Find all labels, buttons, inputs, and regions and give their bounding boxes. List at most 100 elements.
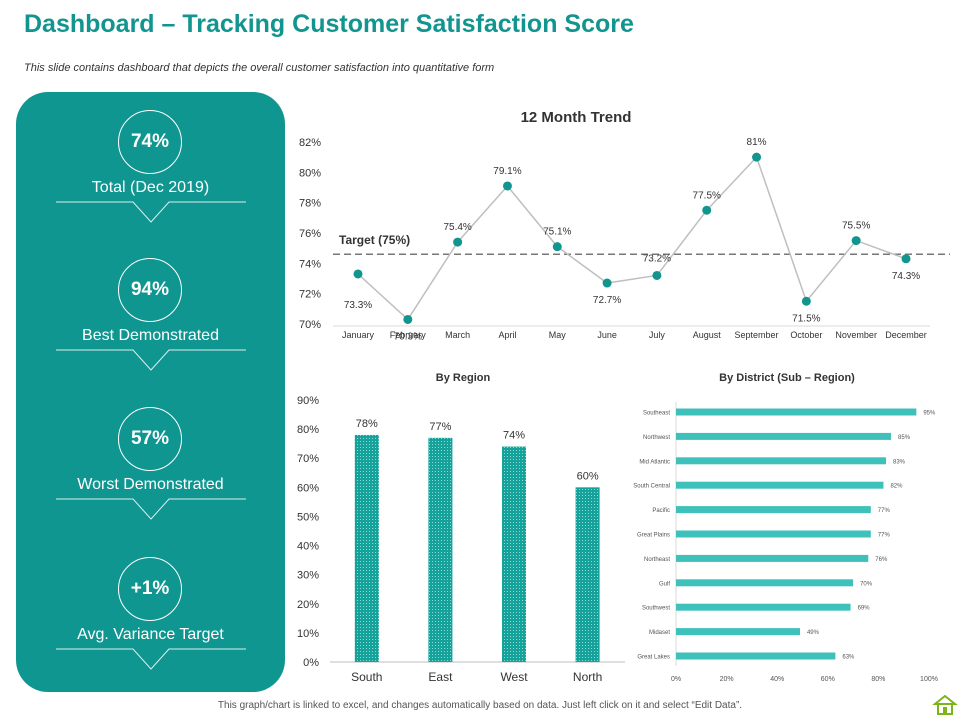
trend-y-tick-label: 74%	[299, 258, 321, 270]
pointer-arrow-icon	[56, 498, 246, 520]
trend-x-tick-label: July	[649, 330, 666, 340]
district-bar	[676, 432, 892, 440]
trend-data-point	[403, 314, 413, 324]
trend-y-tick-label: 78%	[299, 198, 321, 210]
region-x-tick-label: East	[428, 670, 453, 684]
region-data-label: 77%	[429, 421, 451, 433]
district-data-label: 49%	[807, 630, 820, 636]
kpi-value-circle: 74%	[118, 110, 182, 174]
district-data-label: 70%	[860, 581, 873, 587]
district-category-label: Mid Atlantic	[639, 459, 670, 465]
kpi-card-total: 74% Total (Dec 2019)	[16, 92, 285, 242]
trend-x-tick-label: August	[693, 330, 722, 340]
trend-data-point	[453, 237, 463, 247]
district-data-label: 77%	[878, 533, 891, 539]
district-chart-title: By District (Sub – Region)	[719, 372, 855, 384]
region-bar	[575, 487, 600, 662]
trend-series-line	[357, 155, 907, 321]
region-y-tick-label: 50%	[297, 511, 319, 523]
trend-data-label: 73.2%	[643, 253, 671, 264]
trend-x-tick-label: February	[390, 330, 427, 340]
region-x-tick-label: North	[573, 670, 602, 684]
trend-y-tick-label: 72%	[299, 289, 321, 301]
kpi-label: Worst Demonstrated	[77, 476, 224, 493]
trend-x-tick-label: December	[885, 330, 927, 340]
region-y-tick-label: 0%	[303, 657, 319, 669]
trend-y-tick-label: 70%	[299, 319, 321, 331]
page-subtitle: This slide contains dashboard that depic…	[24, 62, 495, 74]
region-y-tick-label: 20%	[297, 599, 319, 611]
kpi-card-variance: +1% Avg. Variance Target	[16, 539, 285, 689]
kpi-card-worst: 57% Worst Demonstrated	[16, 389, 285, 539]
district-x-tick-label: 60%	[821, 676, 835, 683]
district-bar	[676, 408, 917, 416]
district-category-label: Gulf	[659, 581, 670, 587]
home-icon[interactable]	[932, 692, 958, 718]
trend-x-tick-label: September	[735, 330, 779, 340]
region-y-tick-label: 80%	[297, 424, 319, 436]
district-category-label: Northwest	[643, 435, 670, 441]
trend-data-point	[702, 205, 712, 215]
district-data-label: 76%	[875, 557, 888, 563]
trend-x-tick-label: October	[790, 330, 822, 340]
district-bar	[676, 603, 851, 611]
district-bar	[676, 457, 886, 465]
region-y-tick-label: 40%	[297, 541, 319, 553]
charts-canvas: 12 Month Trend 70% 72% 74% 76% 78% 80% 82% Janua…	[297, 109, 950, 684]
district-category-label: Great Lakes	[637, 655, 670, 661]
region-y-tick-label: 70%	[297, 453, 319, 465]
trend-data-label: 77.5%	[693, 190, 721, 201]
trend-data-label: 73.3%	[344, 300, 372, 311]
kpi-label: Best Demonstrated	[82, 327, 219, 344]
trend-y-tick-label: 82%	[299, 137, 321, 149]
district-bar	[676, 579, 854, 587]
region-data-label: 78%	[356, 418, 378, 430]
district-bar	[676, 554, 869, 562]
trend-data-label: 75.4%	[443, 222, 471, 233]
district-x-tick-label: 100%	[920, 676, 938, 683]
region-y-tick-label: 90%	[297, 395, 319, 407]
district-x-tick-label: 20%	[720, 676, 734, 683]
trend-data-label: 75.5%	[842, 221, 870, 232]
district-data-label: 85%	[898, 435, 911, 441]
kpi-card-best: 94% Best Demonstrated	[16, 240, 285, 390]
trend-data-point	[602, 278, 612, 288]
trend-chart-title: 12 Month Trend	[521, 109, 632, 126]
region-x-tick-label: South	[351, 670, 382, 684]
pointer-arrow-icon	[56, 201, 246, 223]
region-x-tick-label: West	[500, 670, 528, 684]
region-bar	[502, 446, 526, 662]
footer-note: This graph/chart is linked to excel, and…	[217, 700, 743, 711]
district-category-label: South Central	[633, 484, 670, 490]
trend-data-label: 70.3%	[394, 331, 422, 342]
trend-data-point	[353, 269, 363, 279]
region-data-label: 60%	[577, 470, 599, 482]
kpi-panel: 74% Total (Dec 2019) 94% Best Demonstrat…	[16, 92, 285, 692]
trend-data-label: 71.5%	[792, 313, 820, 324]
trend-data-point	[552, 242, 562, 252]
trend-data-point	[851, 236, 861, 246]
district-data-label: 63%	[842, 655, 855, 661]
trend-data-point	[801, 296, 811, 306]
region-chart-title: By Region	[436, 372, 491, 384]
district-bar	[676, 530, 871, 538]
district-data-label: 95%	[923, 411, 936, 417]
region-bar	[354, 434, 379, 662]
trend-x-tick-label: November	[835, 330, 877, 340]
district-bar	[676, 481, 884, 489]
region-y-tick-label: 60%	[297, 482, 319, 494]
trend-data-point	[752, 152, 762, 162]
district-bar	[676, 652, 836, 660]
trend-data-point	[901, 254, 911, 264]
trend-data-label: 75.1%	[543, 227, 571, 238]
kpi-value-circle: 57%	[118, 407, 182, 471]
district-x-tick-label: 80%	[871, 676, 885, 683]
district-data-label: 69%	[858, 606, 871, 612]
trend-data-point	[502, 181, 512, 191]
kpi-value-circle: +1%	[118, 557, 182, 621]
region-bar	[428, 437, 453, 662]
district-x-tick-label: 0%	[671, 676, 681, 683]
kpi-label: Total (Dec 2019)	[91, 179, 210, 196]
district-category-label: Southeast	[643, 411, 670, 417]
trend-data-label: 79.1%	[493, 166, 521, 177]
